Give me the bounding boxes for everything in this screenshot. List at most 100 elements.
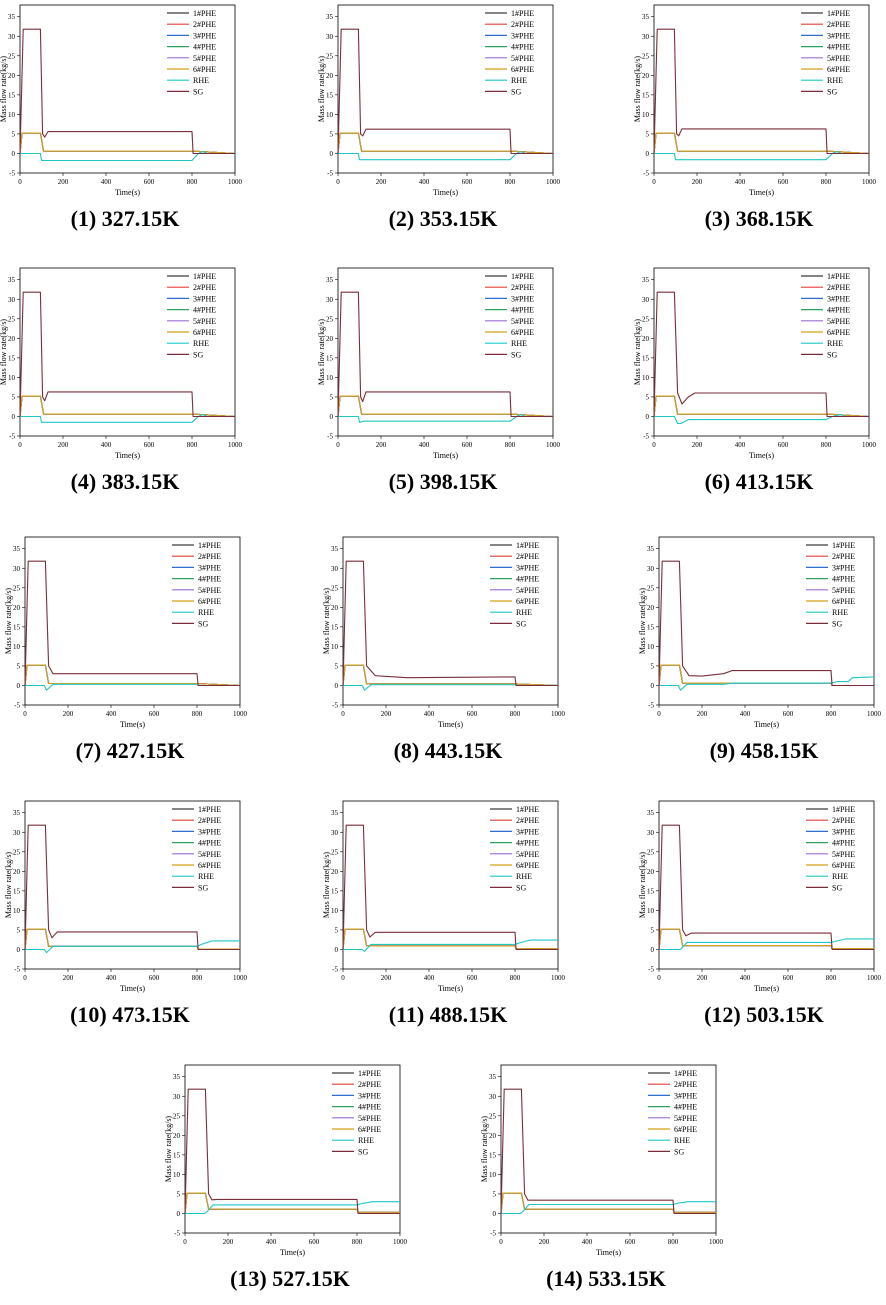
y-tick-label: 15: [326, 91, 334, 99]
legend-label: 4#PHE: [827, 306, 850, 315]
series-line-sg: [337, 28, 553, 155]
x-tick-label: 400: [424, 710, 435, 718]
y-tick-label: 20: [642, 72, 650, 80]
y-tick-label: 35: [8, 276, 16, 284]
y-tick-label: 5: [17, 662, 21, 670]
plot-frame: [184, 1064, 401, 1234]
x-tick-label: 600: [467, 974, 478, 982]
series-line-1phe: [500, 1192, 716, 1214]
y-tick-label: 25: [331, 584, 339, 592]
chart-caption: (8) 443.15K: [393, 738, 503, 763]
y-tick-label: 0: [651, 946, 655, 954]
legend-label: 5#PHE: [358, 1114, 381, 1123]
x-axis-label: Time(s): [115, 188, 140, 197]
x-tick-label: 800: [187, 441, 198, 449]
x-tick-label: 1000: [546, 178, 561, 186]
series-line-6phe: [658, 928, 874, 950]
y-tick-label: 20: [642, 335, 650, 343]
x-tick-label: 1000: [233, 974, 248, 982]
y-tick-label: 25: [13, 848, 21, 856]
legend-label: SG: [511, 350, 521, 359]
plot-frame: [24, 800, 241, 970]
y-tick-label: 5: [646, 393, 650, 401]
x-tick-label: 400: [101, 178, 112, 186]
legend-label: RHE: [832, 608, 848, 617]
x-tick-label: 600: [778, 441, 789, 449]
legend-label: 1#PHE: [832, 805, 855, 814]
chart-caption: (11) 488.15K: [388, 1002, 508, 1027]
legend-label: RHE: [674, 1136, 690, 1145]
legend-label: 1#PHE: [193, 272, 216, 281]
chart-panel: 0 200 400 600 800 1000 -5 0 5 10 15 20 25 30 35 Time(s)…: [638, 532, 886, 777]
plot-frame: [653, 267, 870, 437]
y-tick-label: 30: [8, 296, 16, 304]
y-axis-label: Mass flow rate(kg/s): [480, 1116, 489, 1183]
legend-label: 3#PHE: [516, 563, 539, 572]
y-tick-label: 0: [12, 413, 16, 421]
legend-label: RHE: [193, 76, 209, 85]
y-tick-label: 0: [335, 946, 339, 954]
legend-label: 6#PHE: [674, 1125, 697, 1134]
x-tick-label: 0: [652, 178, 656, 186]
series-line-sg: [658, 824, 874, 951]
legend-label: RHE: [516, 608, 532, 617]
x-tick-label: 400: [740, 710, 751, 718]
legend-label: 6#PHE: [198, 597, 221, 606]
series-line-5phe: [337, 132, 554, 155]
plot-frame: [24, 536, 241, 706]
legend-label: 3#PHE: [832, 563, 855, 572]
x-tick-label: 400: [582, 1238, 593, 1246]
y-tick-label: 15: [13, 623, 21, 631]
legend-label: RHE: [516, 872, 532, 881]
y-tick-label: 35: [647, 545, 655, 553]
x-tick-label: 1000: [551, 710, 566, 718]
series-line-3phe: [19, 132, 236, 155]
x-tick-label: 400: [106, 710, 117, 718]
series-line-4phe: [19, 132, 236, 155]
legend-label: 6#PHE: [358, 1125, 381, 1134]
chart-caption: (3) 368.15K: [704, 206, 814, 231]
y-axis-label: Mass flow rate(kg/s): [638, 852, 647, 919]
series-line-rhe: [185, 1201, 400, 1215]
y-tick-label: 15: [13, 887, 21, 895]
series-line-6phe: [653, 132, 870, 155]
plot-frame: [653, 4, 870, 174]
x-tick-label: 200: [381, 710, 392, 718]
x-tick-label: 800: [187, 178, 198, 186]
x-axis-label: Time(s): [438, 984, 463, 993]
chart-svg: 0 200 400 600 800 1000-505101520253035Time(s)…: [638, 536, 882, 729]
y-axis-label: Mass flow rate(kg/s): [164, 1116, 173, 1183]
x-tick-label: 200: [63, 974, 74, 982]
y-tick-label: 35: [13, 545, 21, 553]
legend-label: 3#PHE: [511, 294, 534, 303]
x-tick-label: 400: [735, 441, 746, 449]
y-tick-label: 5: [651, 926, 655, 934]
y-tick-label: 15: [489, 1151, 497, 1159]
legend-label: 4#PHE: [516, 575, 539, 584]
legend-label: 5#PHE: [193, 317, 216, 326]
y-tick-label: 0: [646, 150, 650, 158]
legend-label: 5#PHE: [198, 586, 221, 595]
y-tick-label: 35: [326, 13, 334, 21]
y-tick-label: 10: [8, 374, 16, 382]
series-line-sg: [653, 291, 869, 418]
x-tick-label: 0: [341, 974, 345, 982]
x-tick-label: 1000: [228, 441, 243, 449]
x-tick-label: 400: [735, 178, 746, 186]
series-line-3phe: [24, 664, 241, 687]
legend-label: 3#PHE: [827, 294, 850, 303]
y-tick-label: 15: [642, 91, 650, 99]
y-tick-label: -5: [174, 1230, 180, 1238]
y-tick-label: 15: [326, 354, 334, 362]
series-line-3phe: [500, 1192, 716, 1214]
y-tick-label: 25: [642, 52, 650, 60]
y-tick-label: 30: [8, 33, 16, 41]
legend-label: RHE: [511, 339, 527, 348]
x-tick-label: 200: [63, 710, 74, 718]
x-tick-label: 0: [23, 710, 27, 718]
legend-label: 3#PHE: [193, 31, 216, 40]
series-line-sg: [19, 28, 235, 155]
series-line-rhe: [501, 1201, 716, 1215]
legend-label: 5#PHE: [832, 850, 855, 859]
y-tick-label: 30: [326, 296, 334, 304]
